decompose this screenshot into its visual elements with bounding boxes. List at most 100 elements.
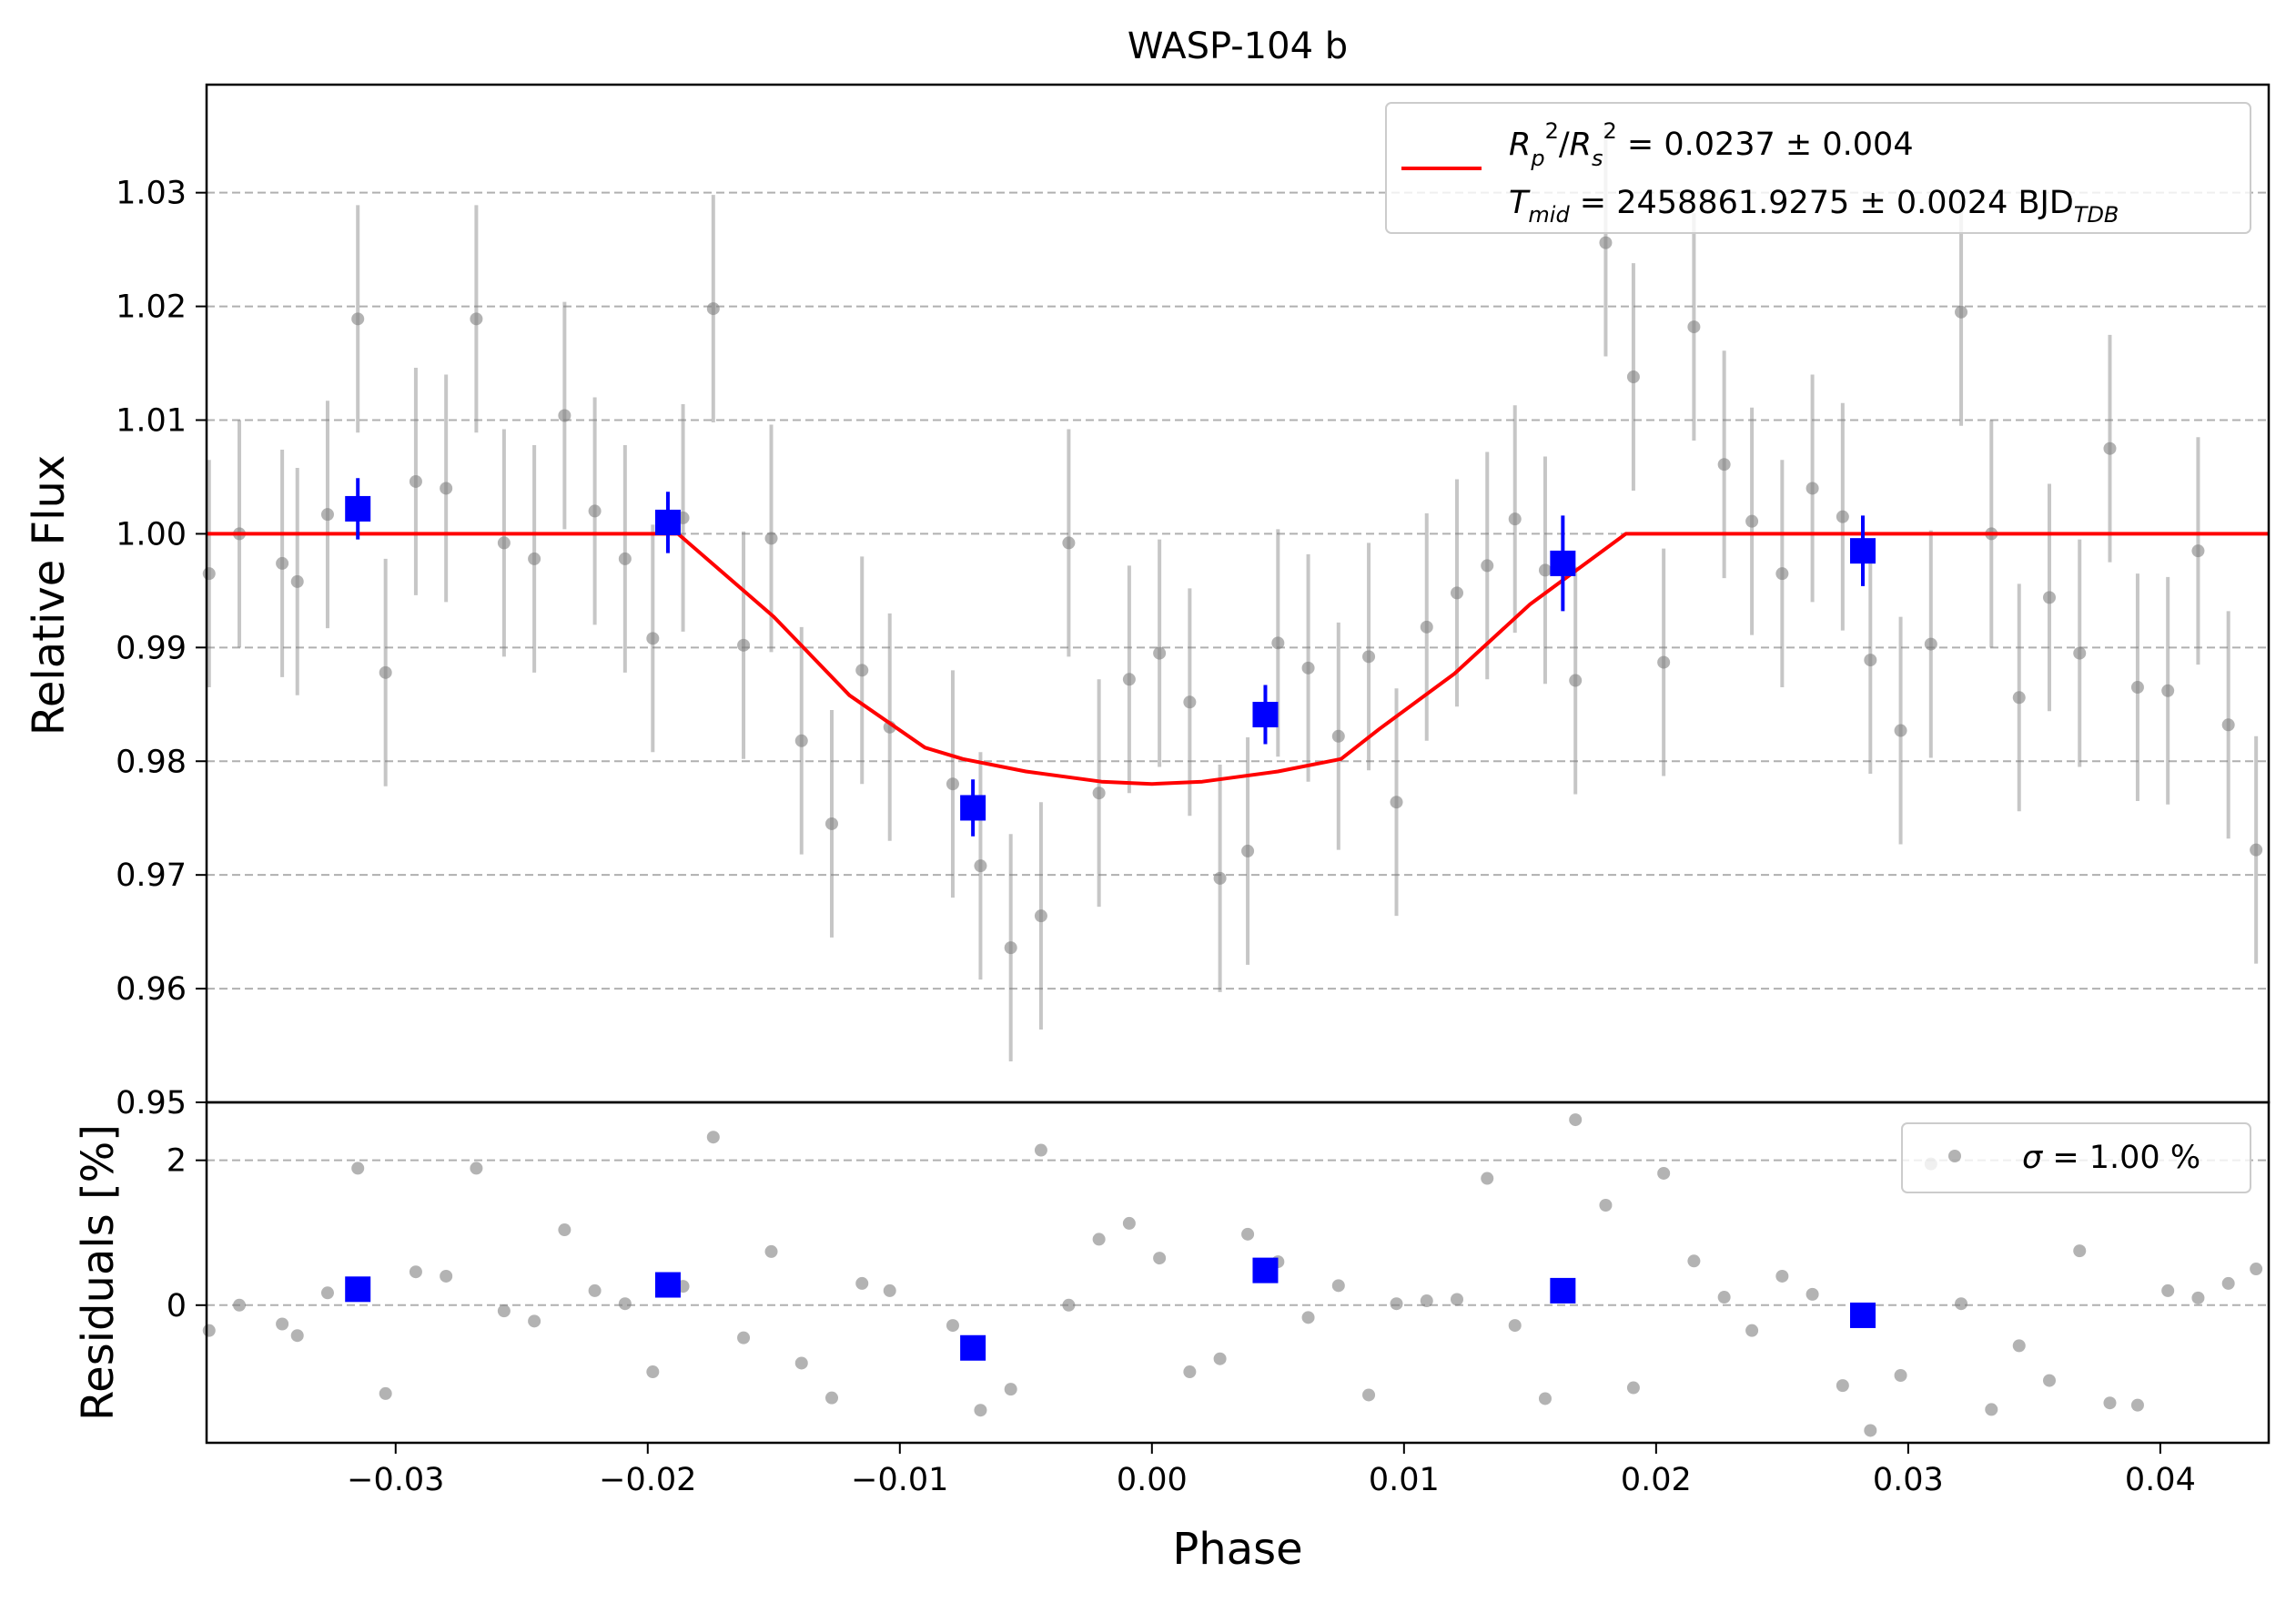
bottom-y-axis: 02 [167,1143,207,1324]
raw-data-point [1836,510,1849,523]
raw-residual-point [2012,1339,2026,1353]
x-tick-label: 0.02 [1621,1462,1692,1498]
raw-residual-point [946,1319,959,1333]
raw-data-point [974,859,987,873]
raw-data-point [528,552,541,565]
raw-residual-point [588,1283,602,1297]
raw-residual-point [2042,1374,2056,1387]
raw-data-point [1183,695,1197,709]
raw-data-point [1864,654,1877,667]
raw-residual-point [558,1223,571,1237]
raw-data-point [1451,586,1464,600]
raw-residual-point [2191,1291,2205,1304]
x-tick-label: −0.01 [851,1462,948,1498]
raw-residual-point [855,1276,869,1290]
binned-data-point [1550,550,1576,576]
raw-data-point [1805,482,1819,495]
raw-data-point [706,302,720,316]
top-y-tick-label: 0.96 [116,971,187,1008]
raw-data-point [2012,691,2026,705]
raw-data-point [1213,871,1227,885]
raw-residual-point [1004,1383,1017,1396]
top-y-tick-label: 0.97 [116,857,187,894]
raw-data-point [1362,650,1376,664]
raw-residual-point [794,1356,808,1370]
raw-data-point [2042,591,2056,604]
raw-residual-point [233,1298,247,1312]
top-y-tick-label: 0.95 [116,1085,187,1121]
raw-residual-point [825,1391,839,1405]
top-y-tick-label: 1.02 [116,289,187,326]
raw-data-point [2130,681,2144,695]
raw-residual-point [1062,1298,1076,1312]
raw-residual-point [276,1317,289,1331]
raw-residual-point [2130,1398,2144,1412]
raw-residual-point [290,1329,304,1343]
raw-data-point [1599,236,1613,249]
raw-data-point [1271,636,1285,650]
raw-residual-point [1775,1269,1789,1283]
top-y-tick-label: 0.99 [116,630,187,666]
bottom-plot-area [202,1113,2263,1437]
binned-residual-point [345,1276,371,1303]
raw-data-point [1301,661,1315,675]
raw-data-point [1775,567,1789,581]
raw-residual-point [1836,1379,1849,1393]
raw-residual-point [1599,1198,1613,1212]
raw-residual-point [1985,1403,1998,1416]
top-y-axis-title: Relative Flux [24,455,75,736]
raw-residual-point [1538,1392,1552,1405]
chart-title: WASP-104 b [1128,25,1348,67]
raw-residual-point [974,1404,987,1417]
raw-data-point [379,665,392,679]
top-legend-box [1385,102,2251,234]
raw-residual-point [440,1269,453,1283]
raw-data-point [1569,674,1583,687]
x-tick-label: −0.03 [347,1462,444,1498]
raw-data-point [646,632,660,645]
raw-data-point [764,532,778,545]
top-y-tick-label: 1.00 [116,516,187,553]
binned-data-point [654,509,681,535]
binned-data-point [1252,702,1279,728]
raw-data-point [1153,646,1167,660]
raw-data-point [290,574,304,588]
raw-residual-point [2250,1263,2263,1276]
raw-data-point [1717,458,1731,472]
raw-residual-point [528,1314,541,1328]
raw-residual-point [1034,1143,1047,1157]
raw-data-point [2103,441,2117,455]
binned-residual-point [654,1272,681,1298]
raw-residual-point [470,1162,483,1175]
binned-data-point [345,495,371,522]
raw-residual-point [1390,1297,1403,1311]
raw-data-point [1687,320,1701,334]
raw-residual-point [1122,1216,1136,1230]
raw-data-point [2250,843,2263,857]
raw-data-point [825,817,839,830]
raw-residual-point [202,1324,216,1337]
raw-data-point [1062,536,1076,550]
raw-residual-point [1092,1233,1106,1246]
raw-data-point [320,508,334,522]
raw-residual-point [1864,1424,1877,1437]
raw-data-point [1657,655,1671,669]
bottom-y-axis-title: Residuals [%] [73,1124,124,1421]
raw-residual-point [618,1297,632,1311]
bottom-legend: σ = 1.00 % [1901,1122,2251,1193]
raw-data-point [1481,559,1494,573]
raw-residual-point [1569,1113,1583,1127]
raw-data-point [1955,305,1968,319]
raw-residual-point [2161,1283,2175,1297]
raw-data-point [409,474,422,488]
binned-residual-point [1550,1277,1576,1304]
raw-residual-point [1508,1319,1522,1333]
raw-data-point [855,664,869,677]
raw-residual-point [409,1265,422,1279]
raw-data-point [737,638,751,652]
binned-residual-point [1850,1302,1876,1328]
transit-model-line [207,532,2269,786]
legend-sigma-marker [1948,1150,1961,1162]
raw-data-point [588,504,602,518]
